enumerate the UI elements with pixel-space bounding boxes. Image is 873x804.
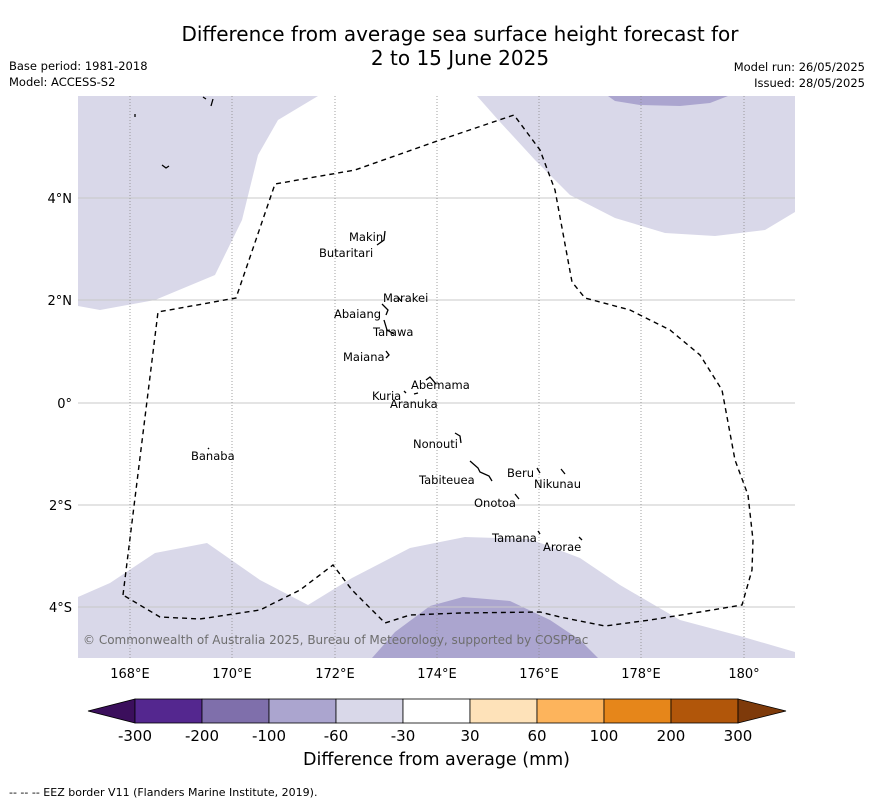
label-nikunau: Nikunau bbox=[534, 477, 581, 491]
title-line-2: 2 to 15 June 2025 bbox=[370, 46, 550, 70]
banaba-island-shape bbox=[207, 447, 210, 450]
base-period: Base period: 1981-2018 bbox=[9, 59, 148, 73]
island-labels: Makin Butaritari Marakei Abaiang Tarawa … bbox=[191, 230, 581, 554]
negative-anomaly-region-northeast bbox=[477, 96, 795, 236]
label-beru: Beru bbox=[507, 466, 534, 480]
arorae-island-shape bbox=[578, 536, 583, 541]
tarawa-island-shape bbox=[383, 319, 395, 335]
cb-tick-1: -300 bbox=[118, 727, 152, 745]
label-banaba: Banaba bbox=[191, 449, 235, 463]
colorbar-extend-low bbox=[87, 698, 136, 724]
lat-tick-4n: 4°N bbox=[48, 192, 73, 207]
tabiteuea-island-shape bbox=[469, 460, 493, 482]
anomaly-shading bbox=[78, 96, 795, 658]
longitude-tick-labels: 168°E 170°E 172°E 174°E 176°E 178°E 180° bbox=[110, 667, 759, 682]
label-nonouti: Nonouti bbox=[413, 437, 458, 451]
stronger-anomaly-region-south bbox=[372, 597, 598, 658]
map-title: Difference from average sea surface heig… bbox=[0, 22, 873, 70]
colorbar-bin-2 bbox=[201, 698, 270, 724]
cb-tick-9: 200 bbox=[657, 727, 686, 745]
lat-tick-2n: 2°N bbox=[48, 294, 73, 309]
eez-border bbox=[122, 114, 754, 627]
maiana-island-shape bbox=[385, 350, 390, 359]
stronger-anomaly-region-north bbox=[608, 96, 728, 106]
lat-tick-2s: 2°S bbox=[49, 499, 72, 514]
cb-tick-2: -200 bbox=[185, 727, 219, 745]
aranuka-island-shape bbox=[413, 392, 419, 395]
label-makin: Makin bbox=[349, 230, 383, 244]
model-name: Model: ACCESS-S2 bbox=[9, 75, 116, 89]
abaiang-island-shape bbox=[381, 303, 389, 316]
lon-tick-168e: 168°E bbox=[110, 667, 150, 682]
colorbar-title: Difference from average (mm) bbox=[302, 750, 571, 770]
cb-tick-10: 300 bbox=[724, 727, 753, 745]
label-abaiang: Abaiang bbox=[334, 307, 381, 321]
colorbar-bin-7 bbox=[536, 698, 605, 724]
label-marakei: Marakei bbox=[383, 291, 428, 305]
lon-tick-170e: 170°E bbox=[212, 667, 252, 682]
label-tabiteuea: Tabiteuea bbox=[418, 473, 475, 487]
colorbar-extend-high bbox=[737, 698, 787, 724]
colorbar-bin-5 bbox=[402, 698, 471, 724]
negative-anomaly-region-south bbox=[78, 537, 795, 658]
model-run: Model run: 26/05/2025 bbox=[733, 60, 865, 74]
cb-tick-8: 100 bbox=[590, 727, 619, 745]
nonouti-island-shape bbox=[454, 432, 462, 444]
colorbar-bin-1 bbox=[134, 698, 203, 724]
graticule bbox=[78, 96, 795, 658]
colorbar-bin-3 bbox=[268, 698, 337, 724]
marakei-island-shape bbox=[397, 296, 402, 302]
model-info: Base period: 1981-2018 Model: ACCESS-S2 bbox=[9, 58, 148, 90]
lon-tick-174e: 174°E bbox=[417, 667, 457, 682]
label-tarawa: Tarawa bbox=[372, 325, 413, 339]
makin-island-shape bbox=[376, 230, 386, 246]
label-butaritari: Butaritari bbox=[319, 246, 373, 260]
issued-date: Issued: 28/05/2025 bbox=[754, 76, 865, 90]
cb-tick-3: -100 bbox=[252, 727, 286, 745]
onotoa-island-shape bbox=[514, 493, 520, 500]
abemama-island-shape bbox=[425, 376, 437, 385]
title-line-1: Difference from average sea surface heig… bbox=[181, 22, 739, 46]
cb-tick-5: -30 bbox=[391, 727, 416, 745]
tamana-island-shape bbox=[537, 530, 541, 535]
lon-tick-178e: 178°E bbox=[621, 667, 661, 682]
cb-tick-6: 30 bbox=[460, 727, 479, 745]
colorbar-bin-8 bbox=[603, 698, 672, 724]
latitude-tick-labels: 4°N 2°N 0° 2°S 4°S bbox=[48, 192, 73, 616]
copyright-notice: © Commonwealth of Australia 2025, Bureau… bbox=[83, 633, 588, 647]
islet-b bbox=[161, 164, 170, 169]
label-onotoa: Onotoa bbox=[474, 496, 516, 510]
lon-tick-180: 180° bbox=[728, 667, 759, 682]
lat-tick-0: 0° bbox=[57, 397, 72, 412]
colorbar-bin-9 bbox=[670, 698, 739, 724]
cb-tick-7: 60 bbox=[527, 727, 546, 745]
cb-tick-4: -60 bbox=[324, 727, 349, 745]
lat-tick-4s: 4°S bbox=[49, 601, 72, 616]
lon-tick-176e: 176°E bbox=[519, 667, 559, 682]
label-arorae: Arorae bbox=[543, 540, 581, 554]
label-aranuka: Aranuka bbox=[390, 397, 438, 411]
kuria-island-shape bbox=[403, 390, 407, 394]
colorbar-bin-4 bbox=[335, 698, 404, 724]
run-info: Model run: 26/05/2025 Issued: 28/05/2025 bbox=[734, 59, 865, 91]
negative-anomaly-region-west bbox=[78, 96, 318, 310]
beru-island-shape bbox=[536, 467, 541, 474]
island-outlines bbox=[134, 96, 583, 541]
lon-tick-172e: 172°E bbox=[315, 667, 355, 682]
label-maiana: Maiana bbox=[343, 350, 385, 364]
eez-footnote: -- -- -- EEZ border V11 (Flanders Marine… bbox=[9, 786, 318, 799]
label-kuria: Kuria bbox=[372, 389, 401, 403]
islet-c bbox=[202, 96, 214, 107]
colorbar-bin-6 bbox=[469, 698, 538, 724]
nikunau-island-shape bbox=[560, 468, 566, 475]
label-tamana: Tamana bbox=[491, 531, 537, 545]
colorbar-tick-labels: -300 -200 -100 -60 -30 30 60 100 200 300 bbox=[118, 727, 752, 745]
label-abemama: Abemama bbox=[411, 378, 470, 392]
colorbar bbox=[87, 698, 787, 724]
